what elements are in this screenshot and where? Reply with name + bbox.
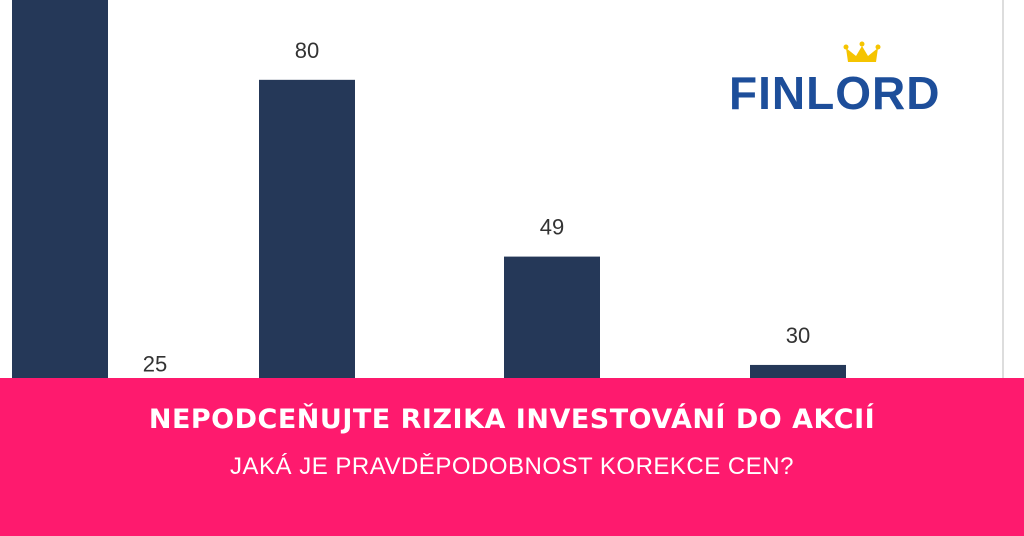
banner: NEPODCEŇUJTE RIZIKA INVESTOVÁNÍ DO AKCIÍ… [0,378,1024,536]
value-label: 49 [540,215,564,240]
logo: FINLORD [729,67,941,119]
value-label: 25 [143,351,167,376]
crown [843,41,881,62]
banner-title: NEPODCEŇUJTE RIZIKA INVESTOVÁNÍ DO AKCIÍ [148,404,876,435]
banner-subtitle: JAKÁ JE PRAVDĚPODOBNOST KOREKCE CEN? [230,453,794,480]
value-label: 30 [786,323,810,348]
value-label: 80 [295,38,319,63]
